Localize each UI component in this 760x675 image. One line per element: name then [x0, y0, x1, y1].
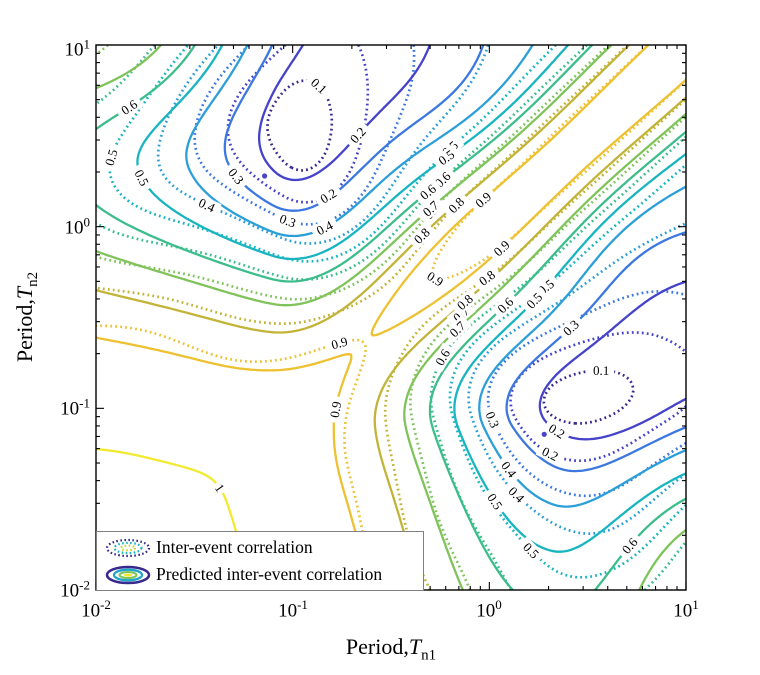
svg-text:0.4: 0.4: [196, 195, 217, 216]
svg-text:0.6: 0.6: [432, 346, 453, 368]
contour-labels: 0.10.10.20.20.30.30.40.40.50.50.50.50.60…: [100, 71, 644, 565]
svg-text:0.5: 0.5: [131, 167, 152, 188]
svg-text:0.2: 0.2: [317, 185, 339, 206]
y-tick-label-2: 10-1: [60, 395, 90, 420]
y-tick-label-1: 100: [64, 214, 91, 239]
legend-item-inter-event: Inter-event correlation: [102, 535, 423, 561]
contour-lines: [96, 45, 686, 590]
svg-text:0.2: 0.2: [546, 420, 568, 441]
legend-item-predicted: Predicted inter-event correlation: [102, 562, 423, 588]
plot-frame: [95, 44, 687, 591]
x-tick-label-2: 100: [476, 597, 502, 622]
legend-label-inter-event: Inter-event correlation: [156, 537, 313, 557]
minima-markers: [262, 173, 547, 437]
axis-ticks: [95, 44, 687, 591]
x-tick-label-3: 101: [673, 597, 699, 622]
svg-text:0.1: 0.1: [593, 363, 609, 378]
y-tick-label-0: 101: [64, 36, 91, 61]
svg-text:0.3: 0.3: [278, 211, 298, 231]
y-tick-label-3: 10-2: [60, 577, 90, 602]
x-tick-label-0: 10-2: [81, 597, 111, 622]
svg-text:0.5: 0.5: [102, 147, 121, 167]
solid-contour-rings-icon: [105, 565, 151, 584]
svg-text:0.5: 0.5: [484, 490, 505, 512]
dotted-contour-rings-icon: [105, 538, 151, 557]
svg-text:0.4: 0.4: [314, 217, 336, 238]
svg-text:0.2: 0.2: [540, 444, 561, 465]
svg-text:0.3: 0.3: [483, 409, 503, 430]
y-axis-label: Period,Tn2: [11, 271, 42, 363]
x-axis-label: Period,Tn1: [345, 634, 437, 664]
svg-text:0.9: 0.9: [330, 334, 350, 353]
legend-label-predicted: Predicted inter-event correlation: [156, 564, 383, 584]
x-tick-label-1: 10-1: [278, 597, 308, 622]
svg-text:0.9: 0.9: [327, 400, 344, 418]
legend: Inter-event correlation Predicted inter-…: [96, 531, 424, 591]
svg-text:0.9: 0.9: [424, 268, 446, 289]
